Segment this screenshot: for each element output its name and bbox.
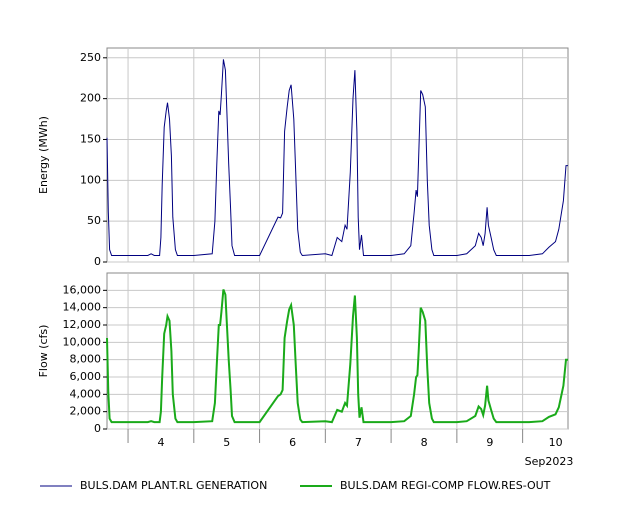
x-tick-label: 10 [549, 436, 563, 449]
y-tick-label: 12,000 [63, 318, 102, 331]
x-tick-label: 6 [289, 436, 296, 449]
x-tick-label: 4 [158, 436, 165, 449]
x-tick-label: 9 [486, 436, 493, 449]
plot-area [106, 47, 569, 263]
data-line [106, 59, 568, 257]
y-tick-label: 0 [94, 422, 101, 435]
y-tick-label: 10,000 [63, 335, 102, 348]
x-tick-label: 8 [421, 436, 428, 449]
y-axis-label: Flow (cfs) [37, 325, 50, 378]
x-tick-label: 5 [223, 436, 230, 449]
plot-area [106, 272, 569, 430]
legend-label: BULS.DAM PLANT.RL GENERATION [80, 479, 267, 492]
y-tick-label: 50 [87, 214, 101, 227]
y-tick-label: 150 [80, 132, 101, 145]
y-tick-label: 250 [80, 51, 101, 64]
y-tick-label: 200 [80, 92, 101, 105]
y-tick-label: 16,000 [63, 283, 102, 296]
x-axis-label: Sep2023 [525, 455, 574, 468]
y-tick-label: 14,000 [63, 301, 102, 314]
y-tick-label: 0 [94, 255, 101, 268]
y-tick-label: 100 [80, 173, 101, 186]
legend-label: BULS.DAM REGI-COMP FLOW.RES-OUT [340, 479, 551, 492]
y-tick-label: 2,000 [70, 405, 102, 418]
x-tick-label: 7 [355, 436, 362, 449]
y-tick-label: 6,000 [70, 370, 102, 383]
y-tick-label: 4,000 [70, 387, 102, 400]
data-line [106, 289, 568, 424]
y-axis-label: Energy (MWh) [37, 116, 50, 194]
y-tick-label: 8,000 [70, 353, 102, 366]
